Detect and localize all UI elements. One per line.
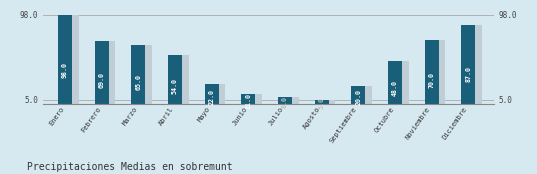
Text: 20.0: 20.0 [355, 89, 361, 105]
Bar [138, 45, 152, 104]
Bar [95, 41, 108, 104]
Bar [132, 45, 146, 104]
Text: 65.0: 65.0 [135, 74, 141, 90]
Bar [425, 41, 439, 104]
Bar [205, 84, 219, 104]
Text: 54.0: 54.0 [172, 78, 178, 94]
Bar [64, 15, 78, 104]
Text: 70.0: 70.0 [429, 72, 434, 88]
Bar [468, 25, 482, 104]
Bar [395, 61, 409, 104]
Text: 87.0: 87.0 [466, 66, 471, 82]
Bar [168, 55, 182, 104]
Text: 11.0: 11.0 [245, 93, 251, 109]
Bar [461, 25, 475, 104]
Text: 5.0: 5.0 [318, 97, 325, 109]
Bar [285, 97, 299, 104]
Bar [248, 94, 262, 104]
Text: 8.0: 8.0 [282, 96, 288, 108]
Bar [175, 55, 188, 104]
Text: 22.0: 22.0 [209, 89, 215, 105]
Bar [358, 86, 372, 104]
Text: 69.0: 69.0 [99, 72, 105, 88]
Bar [101, 41, 115, 104]
Text: Precipitaciones Medias en sobremunt: Precipitaciones Medias en sobremunt [27, 162, 233, 172]
Bar [278, 97, 292, 104]
Text: 48.0: 48.0 [392, 80, 398, 96]
Bar [241, 94, 255, 104]
Bar [321, 100, 335, 104]
Bar [351, 86, 365, 104]
Bar [58, 15, 72, 104]
Bar [388, 61, 402, 104]
Text: 98.0: 98.0 [62, 62, 68, 78]
Bar [211, 84, 225, 104]
Bar [315, 100, 329, 104]
Bar [431, 41, 445, 104]
